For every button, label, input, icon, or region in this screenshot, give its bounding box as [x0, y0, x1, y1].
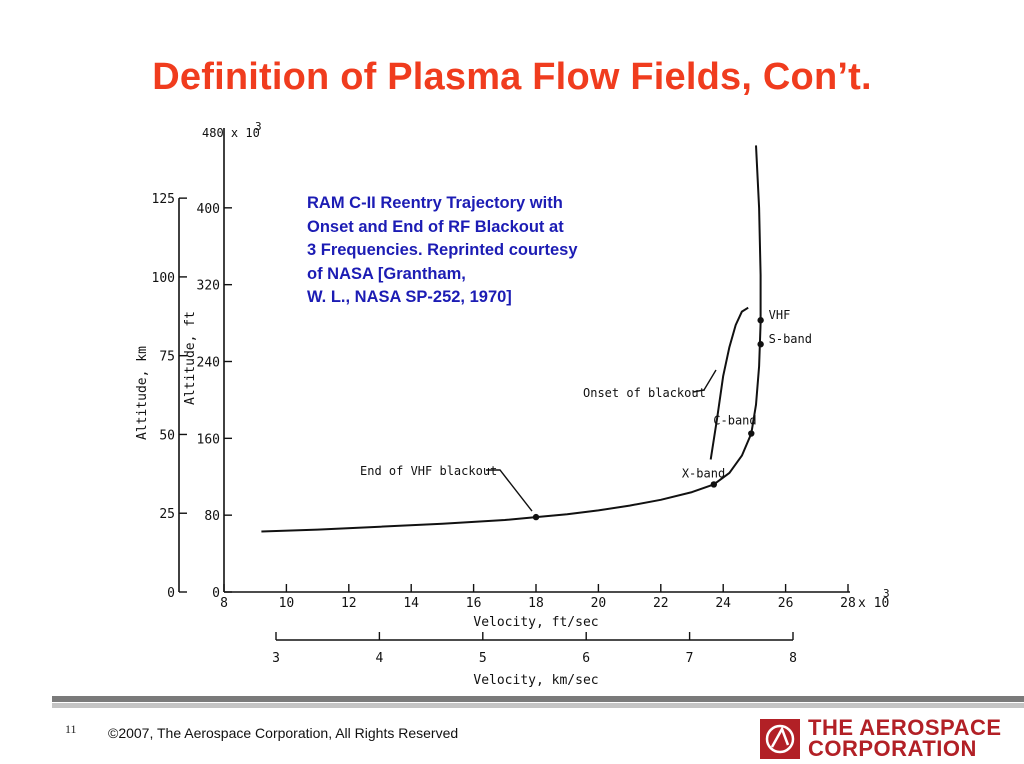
footer-rule-dark: [52, 696, 1024, 702]
x-tick-label: 22: [653, 596, 669, 611]
y-tick-label: 80: [204, 509, 220, 524]
x-tick-label: 24: [715, 596, 731, 611]
y-tick-label: 240: [197, 356, 220, 371]
point-label: VHF: [769, 308, 791, 322]
series-line-onset-of-blackout: [709, 306, 749, 460]
x-tick-label: 14: [403, 596, 419, 611]
series-line-trajectory: [261, 145, 762, 533]
caption-line: Onset and End of RF Blackout at: [307, 217, 564, 236]
point-marker: [757, 341, 764, 348]
y-axis-multiplier: 480 x 10: [202, 126, 260, 140]
x2-tick-label: 7: [686, 651, 694, 666]
y2-axis-label: Altitude, km: [135, 346, 150, 440]
x-tick-label: 12: [341, 596, 357, 611]
x-axis-multiplier-exp: 3: [883, 587, 890, 600]
point-marker: [757, 317, 764, 324]
y2-tick-label: 75: [159, 350, 175, 365]
x2-axis-label: Velocity, km/sec: [473, 673, 598, 688]
logo-mark-icon: [760, 719, 800, 759]
x-tick-label: 28: [840, 596, 856, 611]
x2-tick-label: 3: [272, 651, 280, 666]
x-tick-label: 26: [778, 596, 794, 611]
point-marker: [532, 513, 540, 521]
leader-line: [692, 369, 717, 393]
x-axis-multiplier: x 10: [858, 596, 889, 611]
point-label: X-band: [682, 466, 725, 480]
slide-title: Definition of Plasma Flow Fields, Con’t.: [152, 56, 872, 98]
point-marker: [710, 481, 718, 488]
page-number: 11: [65, 722, 77, 736]
onset-label: Onset of blackout: [583, 386, 706, 400]
logo-wordmark: THE AEROSPACE CORPORATION: [808, 715, 1002, 761]
footer-rule-light: [52, 703, 1024, 708]
caption-line: W. L., NASA SP-252, 1970]: [307, 288, 512, 306]
y-tick-label: 400: [197, 202, 220, 217]
x-tick-label: 8: [220, 596, 228, 611]
y2-tick-label: 25: [159, 507, 175, 522]
company-logo: THE AEROSPACE CORPORATION: [760, 715, 1001, 763]
logo-line-1: THE AEROSPACE: [808, 715, 1002, 740]
y-axis-label: Altitude, ft: [183, 311, 198, 405]
x-tick-label: 20: [591, 596, 607, 611]
point-label: End of VHF blackout: [360, 464, 497, 478]
caption-line: RAM C-II Reentry Trajectory with: [307, 194, 563, 212]
y2-tick-label: 0: [167, 586, 175, 601]
x2-tick-label: 6: [582, 651, 590, 666]
x-axis-label: Velocity, ft/sec: [473, 615, 598, 630]
y-tick-label: 160: [197, 432, 220, 447]
x2-tick-label: 5: [479, 651, 487, 666]
copyright-text: ©2007, The Aerospace Corporation, All Ri…: [108, 725, 459, 741]
logo-line-2: CORPORATION: [808, 736, 977, 761]
y2-tick-label: 100: [152, 271, 175, 286]
point-marker: [748, 430, 755, 437]
y-tick-label: 0: [212, 586, 220, 601]
caption-line: 3 Frequencies. Reprinted courtesy: [307, 241, 578, 259]
caption-line: of NASA [Grantham,: [307, 264, 466, 283]
leader-line: [486, 469, 533, 512]
x-tick-label: 10: [279, 596, 295, 611]
x-tick-label: 18: [528, 596, 544, 611]
x2-tick-label: 4: [375, 651, 383, 666]
x2-tick-label: 8: [789, 651, 797, 666]
y-axis-multiplier-exp: 3: [255, 120, 262, 133]
chart-caption: RAM C-II Reentry Trajectory with Onset a…: [307, 192, 667, 310]
y2-tick-label: 125: [152, 192, 175, 207]
y2-tick-label: 50: [159, 428, 175, 443]
point-label: S-band: [769, 332, 812, 346]
y-tick-label: 320: [197, 279, 220, 294]
x-tick-label: 16: [466, 596, 482, 611]
point-label: C-band: [713, 414, 756, 428]
